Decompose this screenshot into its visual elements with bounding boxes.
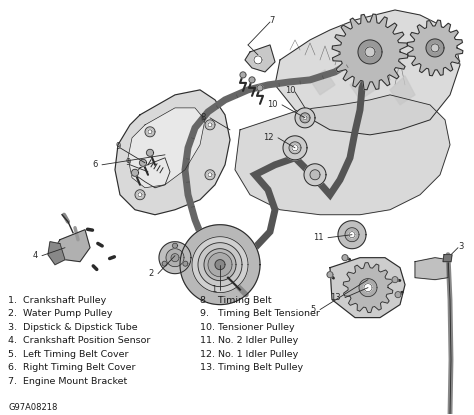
Text: 11: 11 — [313, 233, 324, 242]
Polygon shape — [350, 73, 375, 100]
Text: 2.  Water Pump Pulley: 2. Water Pump Pulley — [8, 309, 112, 318]
Polygon shape — [338, 221, 366, 249]
Polygon shape — [283, 136, 307, 160]
Text: 4.  Crankshaft Position Sensor: 4. Crankshaft Position Sensor — [8, 336, 150, 345]
Text: 11. No. 2 Idler Pulley: 11. No. 2 Idler Pulley — [200, 336, 298, 345]
Polygon shape — [289, 142, 301, 154]
Polygon shape — [135, 158, 170, 188]
Polygon shape — [139, 159, 146, 166]
Polygon shape — [275, 10, 460, 135]
Polygon shape — [135, 190, 145, 200]
Polygon shape — [426, 39, 444, 57]
Polygon shape — [198, 243, 242, 287]
Text: 1.  Crankshaft Pulley: 1. Crankshaft Pulley — [8, 295, 106, 305]
Text: 2: 2 — [149, 269, 154, 278]
Polygon shape — [295, 108, 315, 128]
Polygon shape — [407, 20, 463, 76]
Polygon shape — [342, 255, 348, 261]
Polygon shape — [145, 127, 155, 137]
Polygon shape — [327, 272, 333, 278]
Polygon shape — [292, 145, 298, 151]
Polygon shape — [208, 173, 212, 177]
Polygon shape — [166, 249, 184, 267]
Text: 10. Tensioner Pulley: 10. Tensioner Pulley — [200, 322, 295, 332]
Text: 1: 1 — [211, 285, 216, 294]
Polygon shape — [415, 258, 448, 280]
Polygon shape — [240, 72, 246, 78]
Polygon shape — [358, 40, 382, 64]
Polygon shape — [48, 242, 65, 265]
Polygon shape — [171, 254, 179, 262]
Polygon shape — [115, 90, 230, 215]
Polygon shape — [390, 76, 415, 105]
Polygon shape — [208, 123, 212, 127]
Polygon shape — [443, 255, 452, 262]
Text: 6.  Right Timing Belt Cover: 6. Right Timing Belt Cover — [8, 363, 136, 372]
Polygon shape — [245, 45, 275, 72]
Polygon shape — [192, 237, 248, 293]
Text: 12: 12 — [264, 133, 274, 142]
Text: 7.  Engine Mount Bracket: 7. Engine Mount Bracket — [8, 376, 127, 386]
Polygon shape — [349, 232, 355, 238]
Polygon shape — [310, 70, 335, 95]
Polygon shape — [235, 95, 450, 215]
Polygon shape — [395, 292, 401, 298]
Polygon shape — [205, 170, 215, 180]
Text: 13. Timing Belt Pulley: 13. Timing Belt Pulley — [200, 363, 303, 372]
Text: 5: 5 — [311, 305, 316, 314]
Polygon shape — [215, 260, 225, 270]
Polygon shape — [55, 230, 90, 262]
Polygon shape — [392, 277, 398, 283]
Text: 7: 7 — [269, 17, 275, 25]
Polygon shape — [128, 108, 205, 188]
Polygon shape — [304, 164, 326, 186]
Text: 3.  Dipstick & Dipstick Tube: 3. Dipstick & Dipstick Tube — [8, 322, 137, 332]
Polygon shape — [146, 149, 154, 156]
Polygon shape — [365, 47, 375, 57]
Text: 12. No. 1 Idler Pulley: 12. No. 1 Idler Pulley — [200, 349, 298, 359]
Text: 6: 6 — [92, 160, 98, 169]
Polygon shape — [310, 170, 320, 180]
Polygon shape — [159, 242, 191, 273]
Polygon shape — [359, 278, 377, 297]
Polygon shape — [343, 263, 393, 312]
Text: 3: 3 — [458, 242, 464, 251]
Polygon shape — [303, 116, 307, 120]
Text: 8.   Timing Belt: 8. Timing Belt — [200, 295, 272, 305]
Polygon shape — [183, 261, 188, 266]
Text: 13: 13 — [330, 293, 341, 302]
Polygon shape — [131, 169, 138, 176]
Text: 8: 8 — [201, 113, 206, 122]
Polygon shape — [300, 113, 310, 123]
Polygon shape — [332, 14, 408, 90]
Polygon shape — [364, 283, 372, 292]
Text: 9: 9 — [115, 142, 120, 151]
Text: 9: 9 — [126, 158, 131, 167]
Polygon shape — [180, 225, 260, 305]
Text: 4: 4 — [33, 251, 38, 260]
Polygon shape — [345, 228, 359, 242]
Polygon shape — [138, 193, 142, 197]
Polygon shape — [204, 249, 236, 281]
Polygon shape — [249, 77, 255, 83]
Polygon shape — [173, 243, 177, 248]
Polygon shape — [254, 56, 262, 64]
Polygon shape — [148, 130, 152, 134]
Polygon shape — [205, 120, 215, 130]
Text: 10: 10 — [267, 100, 278, 110]
Text: G97A08218: G97A08218 — [8, 403, 57, 413]
Polygon shape — [162, 261, 167, 266]
Polygon shape — [330, 258, 405, 317]
Text: 10: 10 — [285, 86, 295, 95]
Text: 9.   Timing Belt Tensioner: 9. Timing Belt Tensioner — [200, 309, 320, 318]
Polygon shape — [208, 253, 232, 277]
Text: 5.  Left Timing Belt Cover: 5. Left Timing Belt Cover — [8, 349, 128, 359]
Polygon shape — [257, 85, 263, 91]
Polygon shape — [431, 44, 439, 52]
